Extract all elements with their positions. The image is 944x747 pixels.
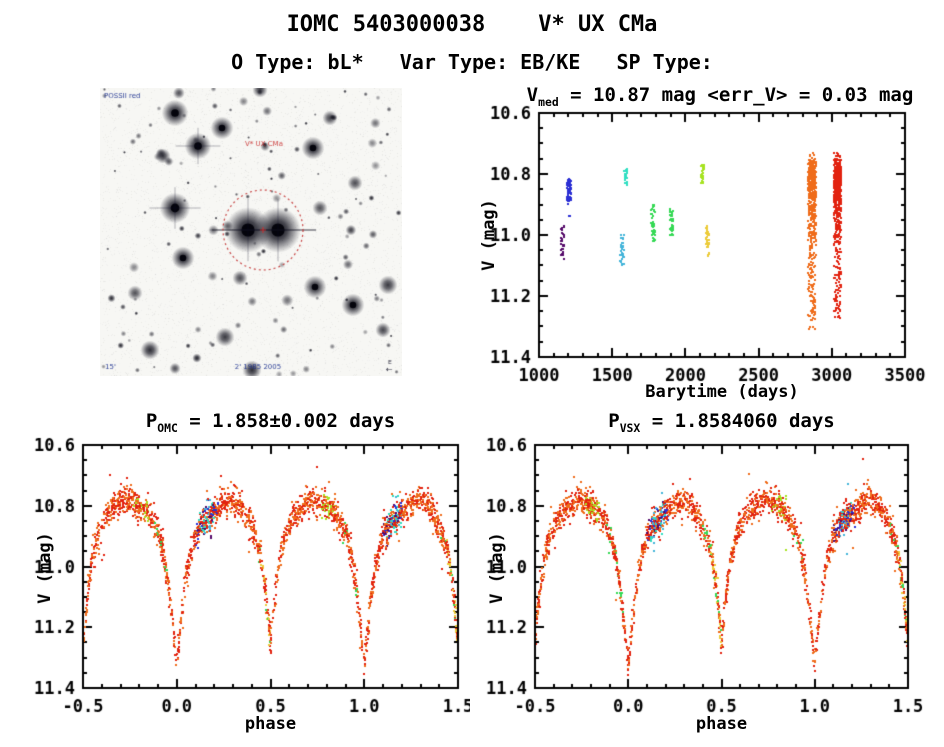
title-rest: = 1.858±0.002 days	[177, 410, 396, 432]
omc-phase-plot	[30, 432, 470, 728]
vsx-phase-yaxis-label: V (mag)	[487, 532, 507, 604]
title-rest: = 1.8584060 days	[640, 410, 835, 432]
page-subtitle: O Type: bL* Var Type: EB/KE SP Type:	[231, 50, 713, 74]
title-base: V	[526, 84, 539, 106]
vsx-phase-plot-title: PVSX = 1.8584060 days	[535, 410, 908, 435]
omc-phase-yaxis-label: V (mag)	[35, 532, 55, 604]
title-sub: VSX	[619, 420, 641, 435]
omc-phase-plot-title: POMC = 1.858±0.002 days	[83, 410, 458, 435]
vsx-phase-plot	[482, 432, 944, 728]
timeseries-yaxis-label: V (mag)	[479, 199, 499, 271]
title-base: P	[608, 410, 620, 432]
title-base: P	[145, 410, 158, 432]
timeseries-plot	[460, 100, 944, 400]
omc-phase-xaxis-label: phase	[244, 714, 297, 734]
page-title: IOMC 5403000038 V* UX CMa	[286, 12, 658, 37]
finder-chart-image	[100, 88, 402, 376]
title-sub: OMC	[157, 420, 178, 435]
timeseries-xaxis-label: Barytime (days)	[645, 382, 799, 402]
vsx-phase-xaxis-label: phase	[695, 714, 748, 734]
